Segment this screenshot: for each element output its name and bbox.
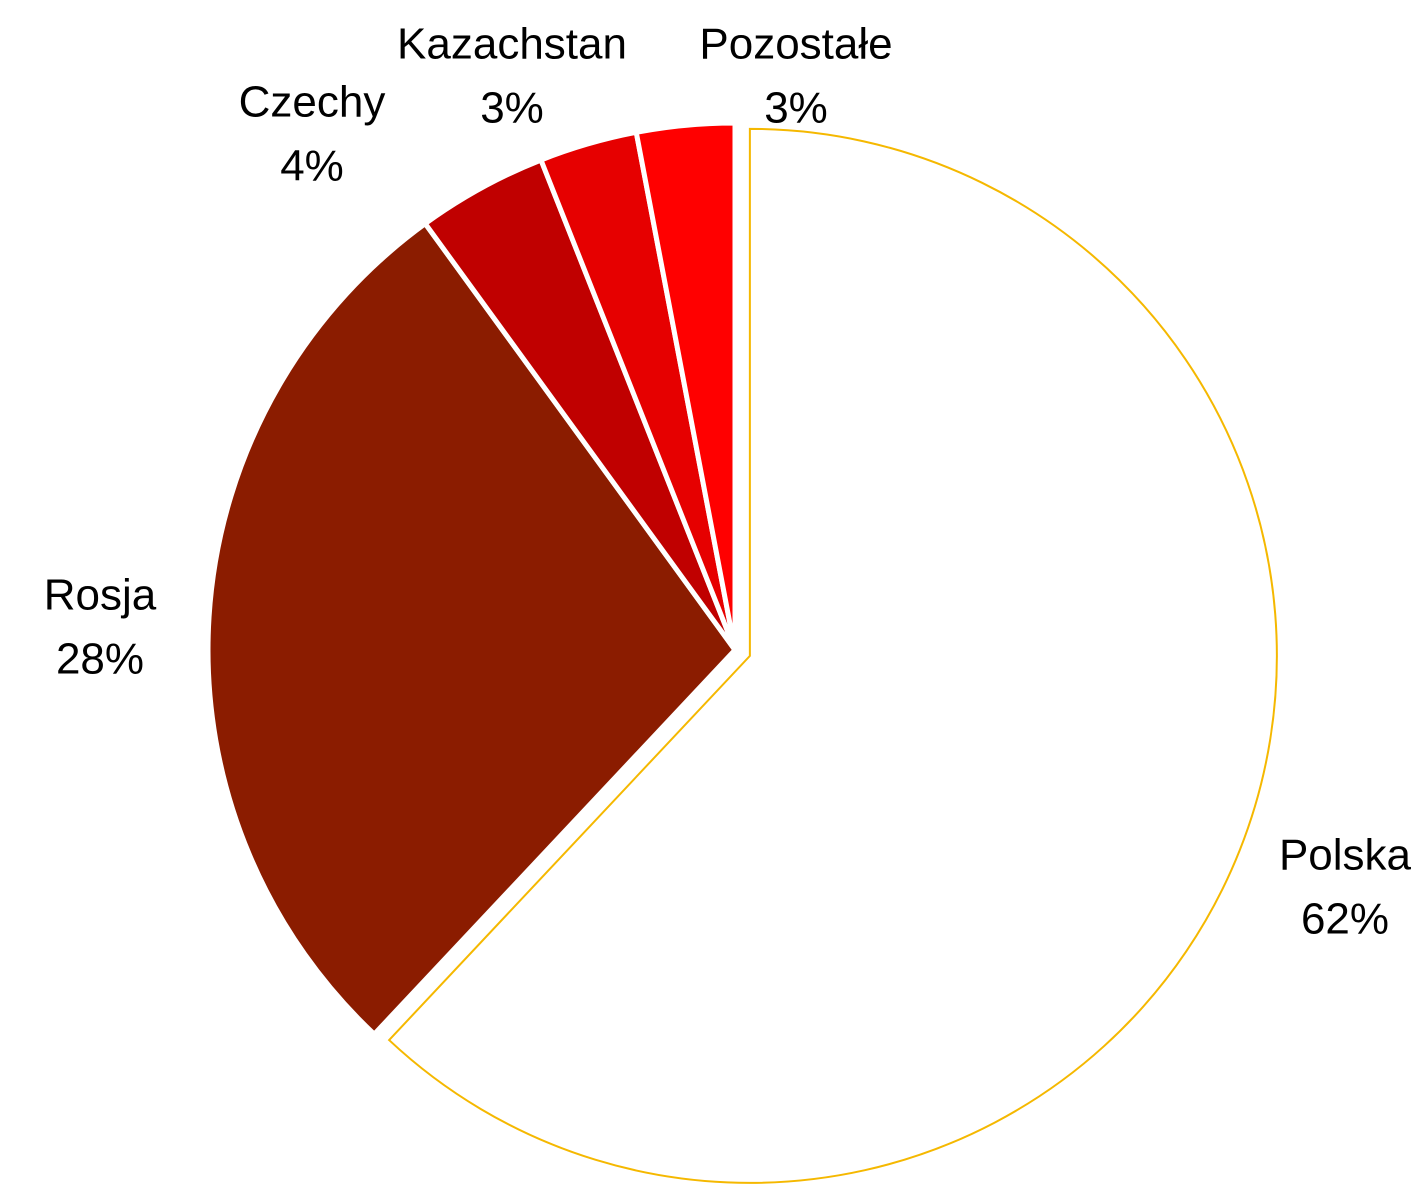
pie-slice [633,120,738,651]
slice-value-label: 3% [480,84,544,133]
slice-value-label: 4% [280,142,344,191]
slice-label: Czechy [239,78,386,127]
pie-slice [205,220,739,1038]
slice-label: Kazachstan [397,20,627,69]
slice-label: Pozostałe [699,20,892,69]
slice-value-label: 28% [56,635,144,684]
pie-slice [387,127,1278,1184]
slice-value-label: 62% [1301,895,1389,944]
slice-label: Rosja [44,571,157,620]
slice-value-label: 3% [764,84,828,133]
slice-label: Polska [1279,831,1412,880]
